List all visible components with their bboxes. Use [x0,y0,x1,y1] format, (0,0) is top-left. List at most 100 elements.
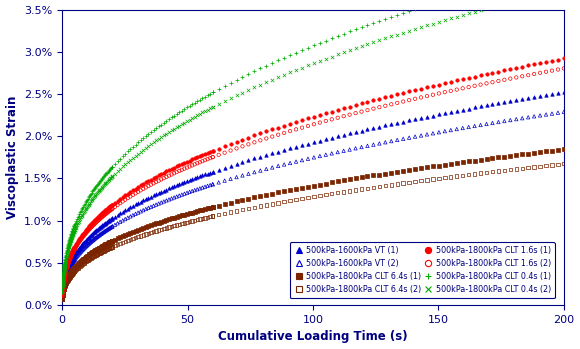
500kPa-1800kPa CLT 1.6s (2) [58,285,67,291]
500kPa-1800kPa CLT 1.6s (1) [66,253,75,258]
500kPa-1600kPa VT (2) [67,262,76,267]
500kPa-1800kPa CLT 0.4s (2) [146,141,155,147]
500kPa-1800kPa CLT 6.4s (2) [75,264,84,269]
500kPa-1800kPa CLT 6.4s (1) [59,285,68,291]
500kPa-1600kPa VT (1) [256,154,265,159]
500kPa-1800kPa CLT 0.4s (1) [59,266,68,272]
500kPa-1800kPa CLT 0.4s (2) [190,114,200,119]
500kPa-1600kPa VT (2) [198,185,207,190]
500kPa-1800kPa CLT 6.4s (1) [67,268,77,274]
500kPa-1800kPa CLT 6.4s (2) [208,213,218,219]
500kPa-1800kPa CLT 1.6s (1) [90,217,99,223]
500kPa-1800kPa CLT 1.6s (1) [205,149,215,155]
500kPa-1600kPa VT (2) [99,230,108,235]
500kPa-1600kPa VT (1) [88,231,97,237]
500kPa-1800kPa CLT 0.4s (1) [208,90,218,95]
500kPa-1600kPa VT (2) [553,110,563,116]
500kPa-1800kPa CLT 1.6s (2) [66,254,75,260]
500kPa-1800kPa CLT 0.4s (2) [60,265,69,270]
500kPa-1800kPa CLT 1.6s (2) [139,186,148,192]
500kPa-1800kPa CLT 0.4s (2) [91,192,100,198]
500kPa-1800kPa CLT 6.4s (1) [321,181,331,186]
500kPa-1800kPa CLT 1.6s (1) [226,141,235,147]
500kPa-1800kPa CLT 1.6s (2) [59,279,68,285]
500kPa-1800kPa CLT 0.4s (1) [58,279,67,284]
500kPa-1800kPa CLT 0.4s (2) [121,161,130,167]
500kPa-1600kPa VT (2) [65,265,74,270]
500kPa-1800kPa CLT 1.6s (1) [88,220,97,225]
500kPa-1800kPa CLT 0.4s (2) [387,34,396,39]
500kPa-1800kPa CLT 6.4s (2) [141,231,150,237]
500kPa-1800kPa CLT 6.4s (2) [193,217,202,223]
500kPa-1800kPa CLT 0.4s (1) [285,52,295,58]
500kPa-1800kPa CLT 0.4s (1) [262,63,271,68]
500kPa-1800kPa CLT 6.4s (2) [121,239,130,244]
500kPa-1800kPa CLT 6.4s (2) [63,277,72,283]
500kPa-1800kPa CLT 0.4s (1) [321,38,331,43]
500kPa-1800kPa CLT 1.6s (1) [58,288,67,293]
500kPa-1800kPa CLT 0.4s (2) [59,270,68,276]
500kPa-1600kPa VT (1) [59,280,68,286]
500kPa-1800kPa CLT 0.4s (2) [70,227,79,233]
500kPa-1600kPa VT (2) [62,272,71,277]
500kPa-1800kPa CLT 0.4s (2) [58,287,67,293]
500kPa-1600kPa VT (2) [164,196,173,202]
500kPa-1800kPa CLT 1.6s (2) [60,272,70,278]
500kPa-1600kPa VT (1) [60,277,69,283]
500kPa-1800kPa CLT 6.4s (2) [164,224,173,230]
500kPa-1800kPa CLT 0.4s (1) [60,263,69,268]
500kPa-1600kPa VT (1) [74,246,83,252]
500kPa-1800kPa CLT 6.4s (1) [164,216,173,222]
500kPa-1800kPa CLT 1.6s (1) [65,255,74,261]
500kPa-1800kPa CLT 6.4s (1) [64,273,73,279]
500kPa-1800kPa CLT 6.4s (1) [267,191,277,196]
500kPa-1800kPa CLT 6.4s (1) [59,284,68,290]
500kPa-1800kPa CLT 6.4s (1) [63,275,72,281]
500kPa-1800kPa CLT 0.4s (1) [60,259,70,265]
500kPa-1800kPa CLT 6.4s (2) [190,217,200,223]
500kPa-1800kPa CLT 6.4s (1) [198,207,207,213]
500kPa-1800kPa CLT 1.6s (1) [102,206,111,212]
500kPa-1800kPa CLT 0.4s (2) [69,230,78,235]
500kPa-1800kPa CLT 0.4s (2) [64,244,74,250]
500kPa-1800kPa CLT 6.4s (2) [70,268,79,274]
500kPa-1800kPa CLT 1.6s (2) [58,287,67,292]
500kPa-1800kPa CLT 6.4s (2) [180,220,189,226]
500kPa-1800kPa CLT 1.6s (1) [68,247,78,253]
500kPa-1600kPa VT (1) [86,232,96,238]
500kPa-1800kPa CLT 1.6s (2) [535,70,545,76]
500kPa-1800kPa CLT 1.6s (1) [208,148,218,154]
500kPa-1600kPa VT (2) [63,270,72,276]
500kPa-1800kPa CLT 1.6s (1) [151,174,161,180]
500kPa-1800kPa CLT 0.4s (1) [66,235,75,240]
500kPa-1800kPa CLT 6.4s (1) [75,259,85,265]
500kPa-1800kPa CLT 1.6s (2) [63,261,72,266]
500kPa-1800kPa CLT 6.4s (1) [68,268,77,273]
500kPa-1800kPa CLT 6.4s (1) [72,262,82,268]
500kPa-1800kPa CLT 0.4s (1) [167,114,176,120]
500kPa-1800kPa CLT 0.4s (1) [67,229,77,235]
500kPa-1800kPa CLT 0.4s (2) [102,179,111,185]
500kPa-1600kPa VT (2) [59,285,68,291]
500kPa-1600kPa VT (2) [70,258,79,263]
500kPa-1800kPa CLT 6.4s (1) [68,267,78,273]
500kPa-1800kPa CLT 6.4s (2) [387,182,396,188]
500kPa-1800kPa CLT 1.6s (1) [63,259,72,265]
500kPa-1800kPa CLT 6.4s (1) [280,188,289,194]
500kPa-1800kPa CLT 1.6s (2) [149,180,158,186]
500kPa-1800kPa CLT 1.6s (1) [70,245,79,250]
500kPa-1800kPa CLT 1.6s (2) [60,275,69,281]
500kPa-1600kPa VT (1) [393,120,402,126]
500kPa-1800kPa CLT 6.4s (2) [66,274,75,279]
500kPa-1800kPa CLT 1.6s (1) [488,70,497,75]
500kPa-1800kPa CLT 6.4s (1) [118,233,127,239]
500kPa-1800kPa CLT 1.6s (2) [81,231,90,237]
500kPa-1800kPa CLT 1.6s (2) [101,211,110,217]
500kPa-1800kPa CLT 1.6s (1) [64,256,74,262]
500kPa-1800kPa CLT 6.4s (2) [220,211,229,216]
500kPa-1800kPa CLT 6.4s (2) [75,263,85,269]
500kPa-1800kPa CLT 1.6s (2) [70,247,79,253]
500kPa-1800kPa CLT 0.4s (2) [59,267,68,272]
500kPa-1600kPa VT (1) [59,279,68,285]
500kPa-1600kPa VT (1) [118,209,127,214]
